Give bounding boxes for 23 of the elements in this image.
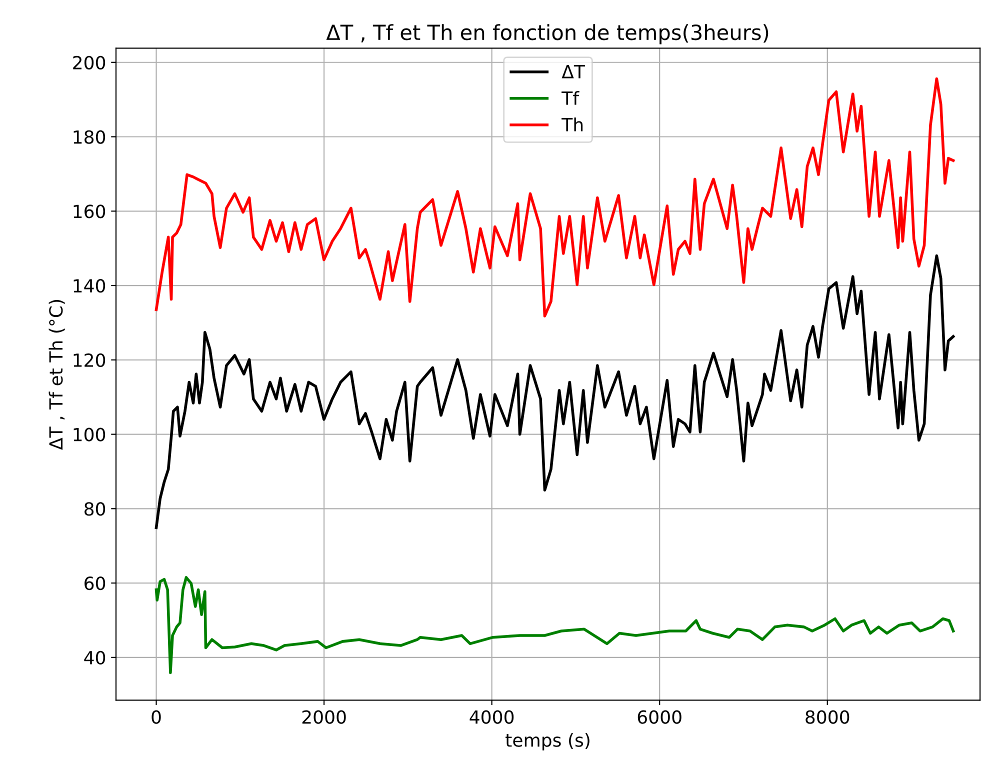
x-tick-label: 8000 [806, 710, 850, 724]
chart-title: ΔT , Tf et Th en fonction de temps(3heurs) [326, 24, 768, 44]
line-series [154, 254, 955, 530]
line-series [154, 77, 955, 318]
y-tick-label: 60 [84, 576, 106, 590]
x-axis-title: temps (s) [506, 732, 590, 750]
legend-label: Tf [562, 90, 580, 105]
y-tick-label: 160 [74, 204, 106, 218]
y-tick-label: 140 [74, 278, 106, 293]
line-series [154, 576, 955, 674]
y-tick-label: 180 [74, 130, 106, 144]
y-tick-label: 120 [74, 353, 106, 368]
x-tick-label: 4000 [470, 710, 514, 724]
y-tick-label: 80 [84, 502, 106, 516]
x-tick-label: 0 [152, 710, 161, 724]
legend-label: Th [562, 117, 583, 132]
legend-label: ΔT [562, 65, 586, 78]
y-tick-label: 100 [74, 428, 106, 442]
y-axis-title: ΔT , Tf et Th (°C) [48, 300, 65, 450]
x-tick-label: 2000 [302, 710, 346, 724]
y-tick-label: 40 [84, 650, 106, 665]
x-tick-label: 6000 [638, 710, 682, 724]
y-tick-label: 200 [73, 56, 106, 70]
